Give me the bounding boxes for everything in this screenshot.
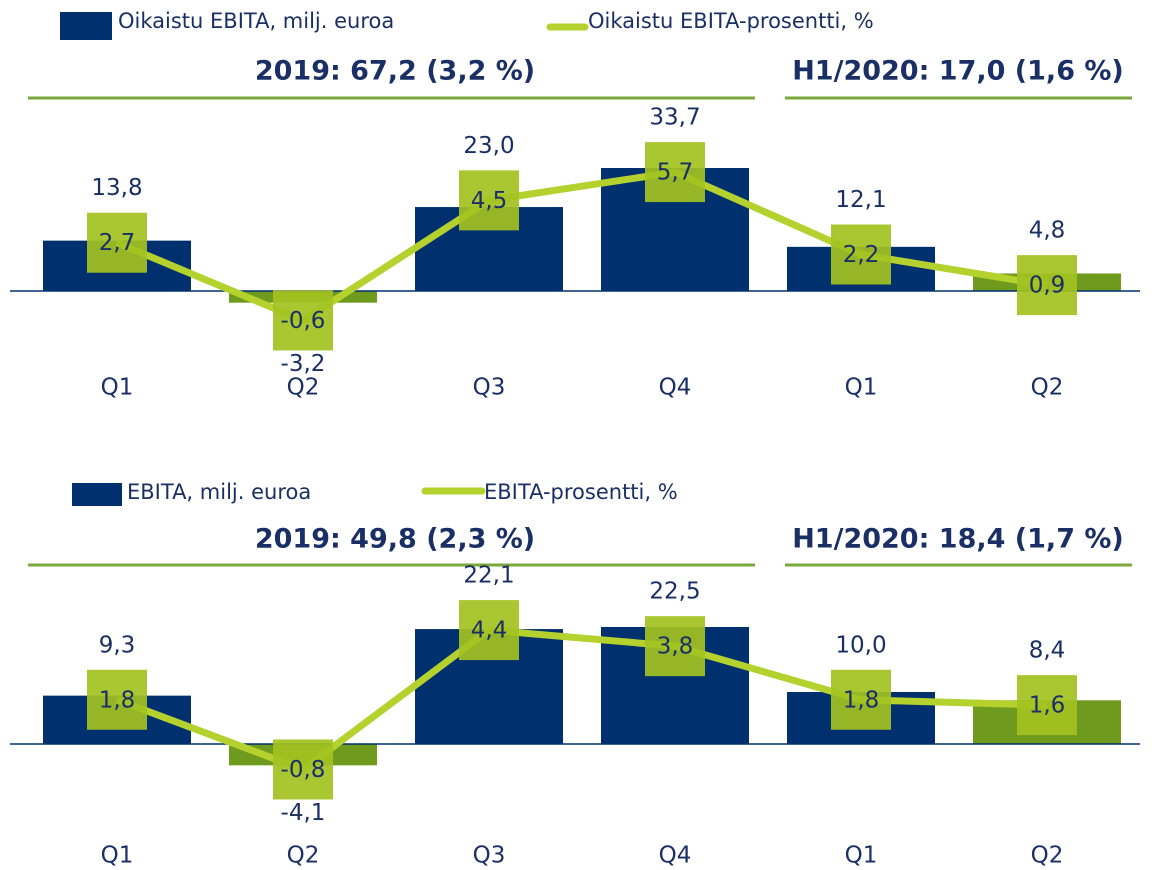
legend-label: Oikaistu EBITA, milj. euroa xyxy=(118,9,394,33)
line-marker xyxy=(645,616,705,677)
period-header: H1/2020: 18,4 (1,7 %) xyxy=(792,524,1124,555)
line-value-label: 1,6 xyxy=(1029,693,1066,719)
legend-label: EBITA-prosentti, % xyxy=(484,480,678,504)
bar-value-label: -3,2 xyxy=(281,351,326,377)
line-value-label: 4,5 xyxy=(471,188,508,214)
bar-value-label: -4,1 xyxy=(281,800,326,826)
period-header: 2019: 49,8 (2,3 %) xyxy=(255,524,535,555)
bar-value-label: 33,7 xyxy=(649,105,700,131)
x-tick-label: Q1 xyxy=(845,843,878,869)
x-tick-label: Q3 xyxy=(473,375,506,401)
line-marker xyxy=(1017,255,1077,316)
x-tick-label: Q3 xyxy=(473,843,506,869)
legend-swatch xyxy=(60,12,112,40)
line-marker xyxy=(459,170,519,231)
line-value-label: 1,8 xyxy=(99,687,136,713)
x-tick-label: Q4 xyxy=(659,843,692,869)
line-marker xyxy=(831,224,891,285)
line-value-label: -0,8 xyxy=(281,757,326,783)
line-value-label: -0,6 xyxy=(281,308,326,334)
line-marker xyxy=(645,142,705,203)
line-value-label: 2,7 xyxy=(99,230,136,256)
line-marker xyxy=(459,600,519,661)
x-tick-label: Q2 xyxy=(1031,375,1064,401)
line-value-label: 3,8 xyxy=(657,634,694,660)
legend-label: Oikaistu EBITA-prosentti, % xyxy=(588,9,874,33)
line-marker xyxy=(831,669,891,730)
bar-value-label: 22,1 xyxy=(463,563,514,589)
x-tick-label: Q1 xyxy=(845,375,878,401)
legend-swatch xyxy=(72,483,122,506)
x-tick-label: Q2 xyxy=(1031,843,1064,869)
line-value-label: 1,8 xyxy=(843,687,880,713)
line-marker xyxy=(1017,675,1077,736)
bar-value-label: 8,4 xyxy=(1029,638,1066,664)
bar-value-label: 9,3 xyxy=(99,632,136,658)
line-value-label: 2,2 xyxy=(843,242,880,268)
bar-value-label: 22,5 xyxy=(649,579,700,605)
x-tick-label: Q1 xyxy=(101,375,134,401)
line-value-label: 5,7 xyxy=(657,160,694,186)
bar-value-label: 23,0 xyxy=(463,133,514,159)
line-value-label: 0,9 xyxy=(1029,273,1066,299)
bar-value-label: 13,8 xyxy=(91,175,142,201)
legend-label: EBITA, milj. euroa xyxy=(127,480,311,504)
line-value-label: 4,4 xyxy=(471,618,508,644)
x-tick-label: Q2 xyxy=(287,375,320,401)
line xyxy=(115,168,1048,324)
line-marker xyxy=(87,212,147,273)
x-tick-label: Q2 xyxy=(287,843,320,869)
bar-value-label: 4,8 xyxy=(1029,218,1066,244)
line-marker xyxy=(273,739,333,800)
x-tick-label: Q4 xyxy=(659,375,692,401)
bar-value-label: 10,0 xyxy=(835,632,886,658)
period-header: H1/2020: 17,0 (1,6 %) xyxy=(792,56,1124,87)
line xyxy=(115,626,1048,773)
x-tick-label: Q1 xyxy=(101,843,134,869)
bar-value-label: 12,1 xyxy=(835,187,886,213)
line-marker xyxy=(87,669,147,730)
period-header: 2019: 67,2 (3,2 %) xyxy=(255,56,535,87)
line-marker xyxy=(273,290,333,351)
